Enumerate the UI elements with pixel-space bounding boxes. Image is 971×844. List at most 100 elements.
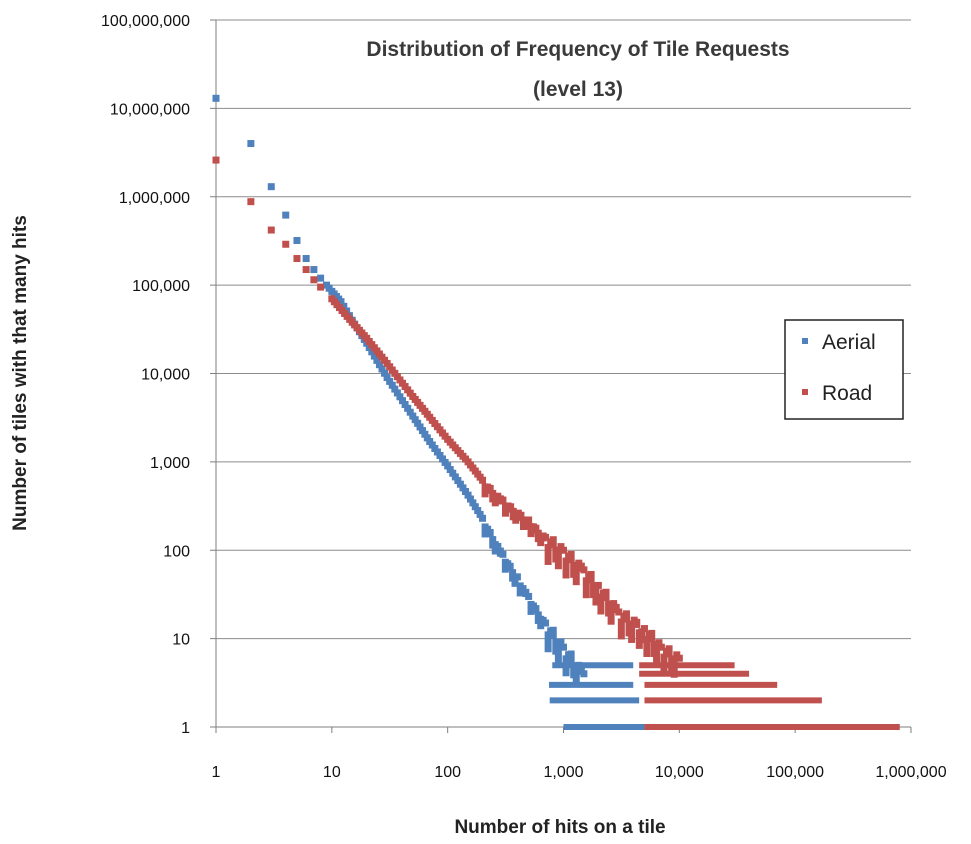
aerial-point <box>293 236 301 244</box>
road-point <box>643 636 651 657</box>
road-point <box>567 550 575 564</box>
aerial-point <box>399 397 407 405</box>
aerial-point <box>418 427 426 435</box>
aerial-point <box>386 377 394 385</box>
road-point <box>582 577 590 599</box>
y-tick-label: 10,000 <box>141 367 190 384</box>
aerial-point <box>421 430 429 438</box>
aerial-point <box>247 140 255 148</box>
chart-title: Distribution of Frequency of Tile Reques… <box>366 38 789 61</box>
y-tick-label: 100 <box>163 543 190 560</box>
road-point <box>542 533 550 541</box>
aerial-point <box>370 352 378 360</box>
aerial-point <box>560 643 567 651</box>
aerial-point <box>479 514 487 522</box>
road-point <box>617 618 625 640</box>
aerial-point <box>383 374 391 382</box>
aerial-point <box>499 550 507 558</box>
aerial-point <box>340 302 348 310</box>
road-point <box>267 226 275 234</box>
series-stripes <box>549 662 900 730</box>
aerial-point <box>471 503 479 511</box>
road-point <box>615 608 623 616</box>
road-point <box>544 544 552 565</box>
road-point <box>657 643 665 651</box>
aerial-point <box>474 507 482 515</box>
road-point <box>310 276 318 284</box>
road-point <box>562 557 570 579</box>
y-tick-label: 10 <box>172 632 190 649</box>
aerial-point <box>414 419 422 427</box>
aerial-point <box>567 650 575 663</box>
y-tick-label: 100,000,000 <box>101 13 190 30</box>
x-tick-label: 1,000,000 <box>875 764 946 781</box>
legend-marker-road <box>802 389 808 395</box>
road-point <box>486 484 494 494</box>
aerial-point <box>506 562 514 572</box>
road-point <box>499 496 507 504</box>
road-point <box>607 605 615 625</box>
road-point <box>302 266 310 274</box>
aerial-point <box>572 667 580 687</box>
road-point <box>293 255 301 263</box>
aerial-point <box>557 638 565 649</box>
road-point <box>560 546 567 554</box>
aerial-point <box>549 626 557 640</box>
aerial-point <box>378 365 386 373</box>
aerial-point <box>466 495 474 503</box>
legend-label-road: Road <box>822 382 872 405</box>
aerial-point <box>267 183 275 191</box>
x-tick-label: 10 <box>323 764 341 781</box>
x-tick-label: 10,000 <box>655 764 704 781</box>
aerial-point <box>580 670 588 678</box>
aerial-point <box>494 542 502 552</box>
road-point <box>554 550 562 570</box>
aerial-point <box>391 385 399 393</box>
aerial-point <box>446 466 454 474</box>
y-tick-label: 1,000,000 <box>119 190 190 207</box>
aerial-point <box>476 510 484 518</box>
road-point <box>212 156 220 164</box>
aerial-point <box>368 348 376 356</box>
road-point <box>665 645 673 658</box>
road-point <box>622 610 630 623</box>
aerial-point <box>532 605 540 614</box>
road-point <box>612 603 620 614</box>
aerial-point <box>469 499 477 507</box>
road-point <box>532 524 540 533</box>
legend-marker-aerial <box>802 338 808 344</box>
aerial-point <box>459 484 467 492</box>
road-point <box>628 623 636 643</box>
y-tick-label: 1,000 <box>150 455 190 472</box>
aerial-point <box>542 619 550 627</box>
aerial-point <box>381 369 389 377</box>
aerial-point <box>444 462 452 470</box>
aerial-point <box>423 434 431 442</box>
road-point <box>580 566 588 574</box>
aerial-point <box>310 266 318 274</box>
road-point <box>653 645 661 665</box>
aerial-point <box>406 408 414 416</box>
aerial-point <box>464 491 472 499</box>
aerial-point <box>486 529 494 538</box>
aerial-point <box>212 94 220 102</box>
aerial-point <box>317 274 325 282</box>
x-tick-label: 100,000 <box>766 764 824 781</box>
series-points <box>212 94 683 687</box>
x-tick-label: 100 <box>434 764 461 781</box>
chart-subtitle: (level 13) <box>533 78 623 101</box>
aerial-point <box>525 592 533 600</box>
aerial-point <box>337 298 345 306</box>
road-point <box>633 618 641 628</box>
x-axis-label: Number of hits on a tile <box>454 817 665 838</box>
aerial-point <box>462 488 470 496</box>
road-point <box>587 570 595 584</box>
road-point <box>597 593 605 615</box>
aerial-point <box>554 643 562 663</box>
aerial-point <box>456 480 464 488</box>
aerial-point <box>454 477 462 485</box>
aerial-point <box>416 423 424 431</box>
aerial-point <box>577 665 585 675</box>
y-tick-labels: 100,000,000 10,000,000 1,000,000 100,000 10,… <box>101 13 190 737</box>
